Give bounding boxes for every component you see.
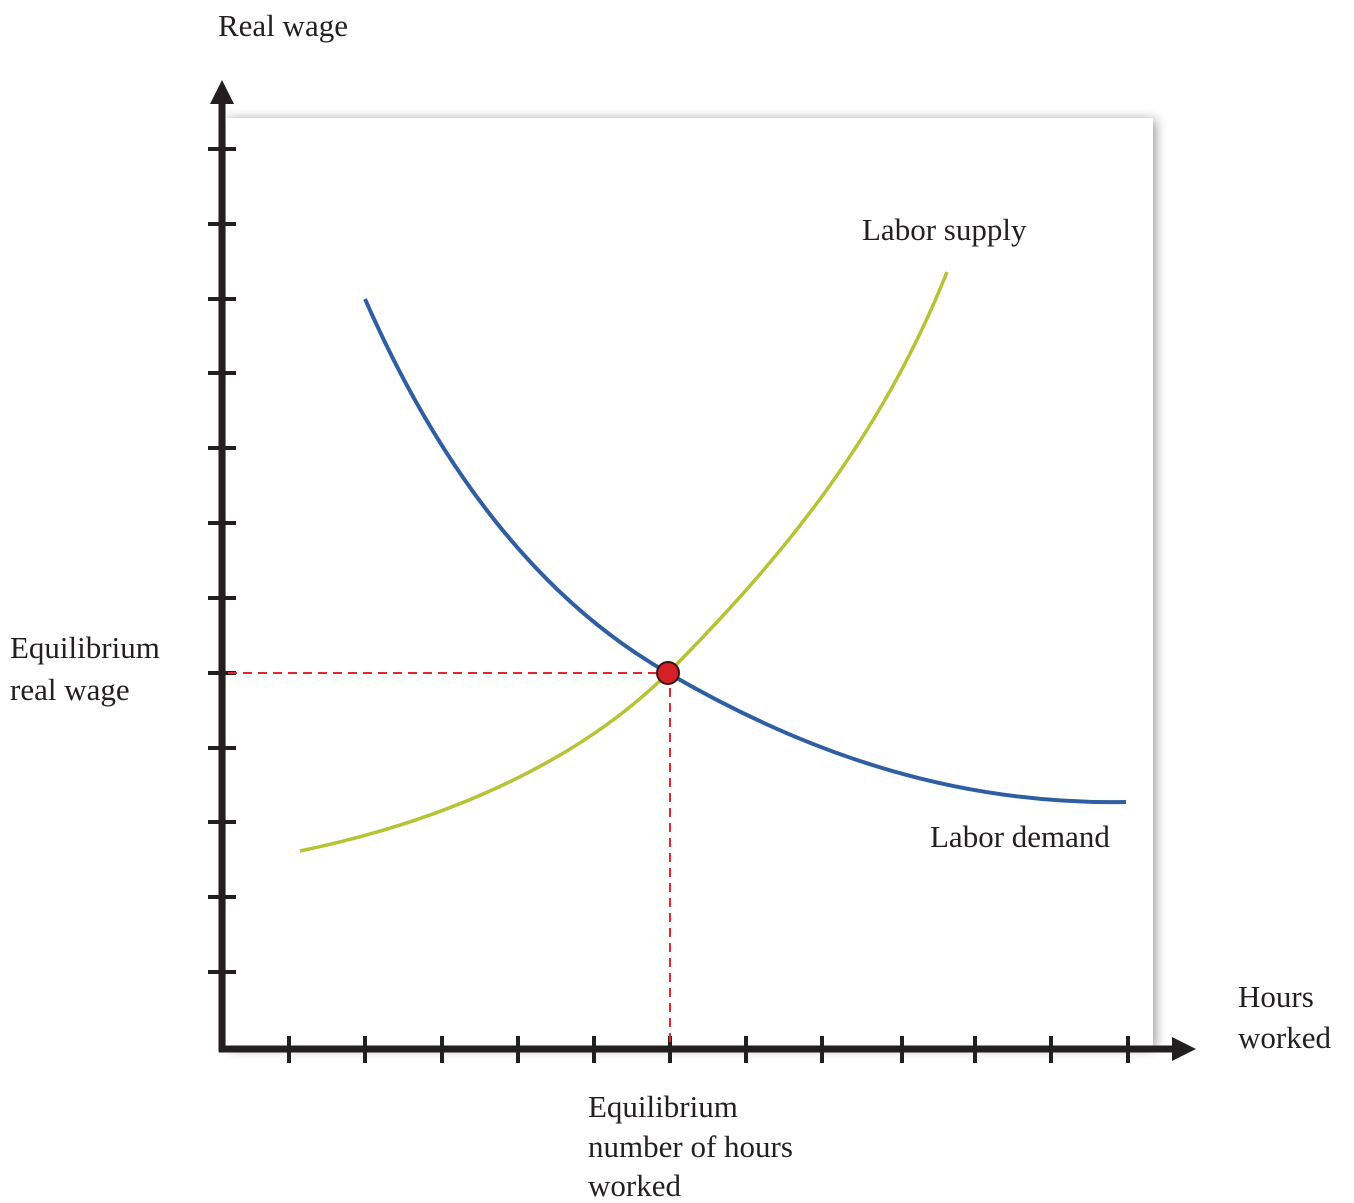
- wage-label: Equilibrium: [10, 630, 160, 665]
- supply-label: Labor supply: [862, 212, 1027, 247]
- equilibrium-point: [656, 661, 680, 685]
- panel: [226, 118, 1153, 1046]
- hours-label: Equilibrium: [588, 1089, 738, 1124]
- y-arrow: [210, 80, 234, 104]
- hours-label: number of hours: [588, 1129, 793, 1164]
- x-axis-label: Hours: [1238, 979, 1314, 1014]
- wage-label: real wage: [10, 672, 130, 707]
- y-axis-label: Real wage: [218, 8, 348, 43]
- demand-label: Labor demand: [930, 819, 1110, 854]
- x-axis-label: worked: [1238, 1020, 1331, 1055]
- x-arrow: [1172, 1037, 1196, 1061]
- hours-label: worked: [588, 1168, 681, 1203]
